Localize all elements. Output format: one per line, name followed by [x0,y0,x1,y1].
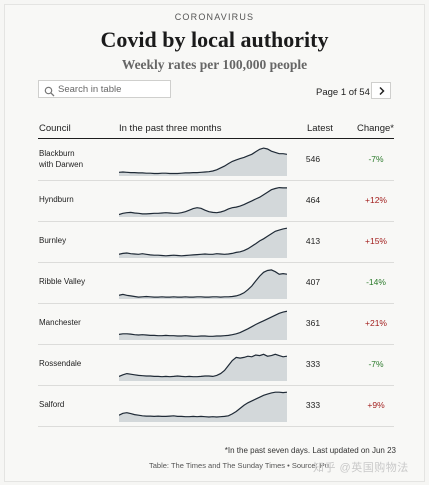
trend-sparkline [119,186,287,217]
trend-sparkline [119,269,287,299]
kicker: CORONAVIRUS [174,12,255,22]
trend-area [119,354,287,381]
table-row: Burnley 413 +15% [38,221,394,263]
trend-sparkline [119,227,287,258]
change-value: +21% [365,318,387,328]
latest-value: 464 [305,195,321,205]
council-name-line: Rossendale [39,359,82,368]
page-title: Covid by local authority [100,27,329,52]
latest-value: 333 [305,359,321,369]
trend-area [119,311,287,340]
trend-sparkline [119,147,287,176]
council-name-line: Salford [39,400,65,409]
trend-line [119,391,287,418]
subtitle: Weekly rates per 100,000 people [121,57,308,72]
table-row: Manchester 361 +21% [38,303,394,345]
column-header-council: Council [39,123,71,134]
trend-sparkline [119,391,287,422]
council-name-line: Blackburn [39,149,75,158]
trend-sparkline [119,310,287,340]
council-name: Blackburn with Darwen [39,149,114,170]
council-name-line: Burnley [39,236,67,245]
page-indicator: Page 1 of 54 [316,87,370,98]
table-row: Rossendale 333 -7% [38,344,394,386]
council-name: Ribble Valley [39,277,114,288]
latest-value: 407 [305,277,321,287]
column-header-trend: In the past three months [119,123,222,134]
trend-line [119,227,287,257]
council-name: Rossendale [39,359,114,370]
trend-area [119,148,287,176]
search-box[interactable] [38,80,171,98]
council-name: Manchester [39,318,114,329]
chevron-right-icon [379,86,385,96]
trend-area [119,187,287,217]
latest-value: 413 [305,236,321,246]
council-name-line: Hyndburn [39,195,74,204]
column-header-change: Change* [357,123,394,134]
trend-line [119,147,287,175]
table-row: Hyndburn 464 +12% [38,180,394,222]
council-name-line: with Darwen [39,159,84,169]
latest-value: 546 [305,154,321,164]
latest-value: 361 [305,318,321,328]
council-name: Hyndburn [39,195,114,206]
change-value: -7% [368,359,384,369]
table-row: Blackburn with Darwen 546 -7% [38,139,394,181]
council-name-line: Ribble Valley [39,277,86,286]
change-value: +15% [365,236,387,246]
trend-line [119,269,287,298]
trend-line [119,186,287,216]
change-value: +9% [367,400,385,410]
next-page-button[interactable] [371,82,391,99]
change-value: -14% [366,277,386,287]
source-credit: Table: The Times and The Sunday Times • … [149,461,329,470]
watermark: 知乎 @英国购物法 [313,462,409,474]
trend-area [119,392,287,422]
latest-value: 333 [305,400,321,410]
council-name: Salford [39,400,114,411]
search-icon [44,84,55,102]
table-row: Salford 333 +9% [38,385,394,427]
footnote: *In the past seven days. Last updated on… [224,446,396,455]
search-input[interactable] [58,82,166,96]
header-divider [38,138,394,139]
trend-line [119,310,287,337]
change-value: -7% [368,154,384,164]
trend-line [119,353,287,378]
table-row: Ribble Valley 407 -14% [38,262,394,304]
council-name-line: Manchester [39,318,81,327]
column-header-latest: Latest [307,123,333,134]
change-value: +12% [365,195,387,205]
trend-sparkline [119,353,287,381]
council-name: Burnley [39,236,114,247]
